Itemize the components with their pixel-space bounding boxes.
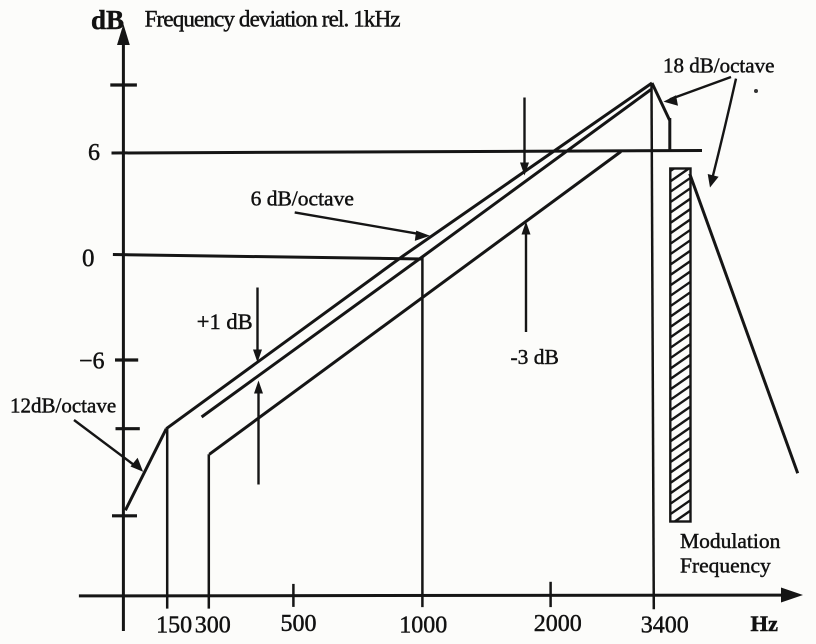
- svg-text:12dB/octave: 12dB/octave: [10, 394, 116, 418]
- svg-text:0: 0: [82, 245, 95, 272]
- svg-text:18 dB/octave: 18 dB/octave: [663, 54, 774, 78]
- svg-text:Frequency: Frequency: [680, 554, 771, 578]
- svg-text:500: 500: [281, 611, 317, 637]
- svg-text:6: 6: [88, 140, 100, 166]
- svg-text:+1 dB: +1 dB: [197, 309, 253, 334]
- svg-text:-3 dB: -3 dB: [511, 345, 559, 369]
- svg-text:2000: 2000: [534, 611, 582, 637]
- svg-text:−6: −6: [79, 349, 105, 375]
- svg-text:dB: dB: [91, 5, 124, 35]
- svg-text:3400: 3400: [641, 612, 689, 638]
- svg-text:Hz: Hz: [751, 611, 779, 636]
- svg-text:Modulation: Modulation: [680, 529, 781, 553]
- svg-text:1000: 1000: [399, 612, 447, 638]
- svg-text:6 dB/octave: 6 dB/octave: [251, 187, 354, 211]
- svg-text:150: 150: [156, 612, 192, 638]
- svg-text:Frequency deviation rel. 1kHz: Frequency deviation rel. 1kHz: [145, 7, 401, 32]
- svg-text:300: 300: [195, 612, 231, 638]
